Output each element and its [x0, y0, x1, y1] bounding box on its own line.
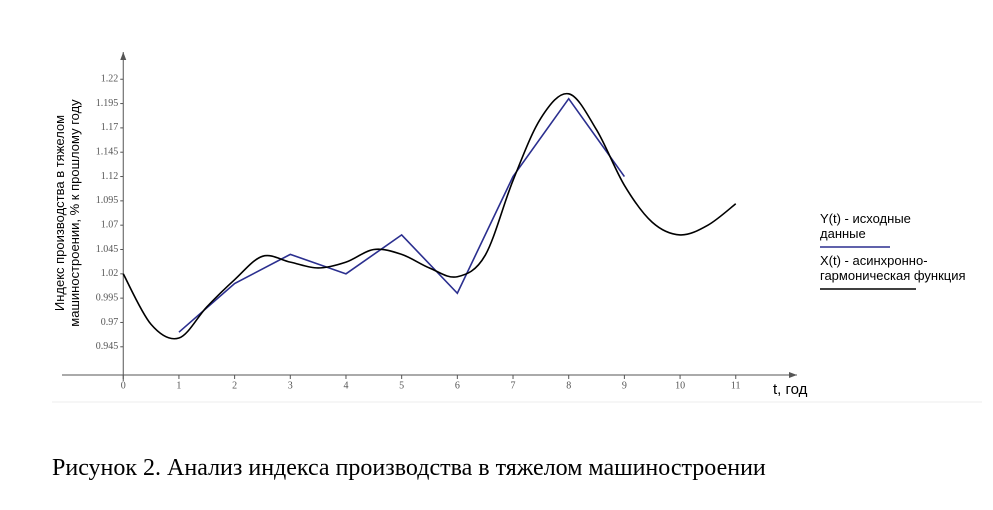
legend-label: X(t) - асинхронно-гармоническая функция	[820, 253, 966, 283]
x-tick-label: 4	[343, 380, 348, 391]
x-tick-label: 3	[288, 380, 293, 391]
x-tick-label: 5	[399, 380, 404, 391]
y-tick-label: 1.095	[96, 195, 119, 206]
y-tick-label: 0.995	[96, 292, 119, 303]
y-tick-label: 1.22	[101, 74, 119, 85]
caption: Рисунок 2. Анализ индекса производства в…	[52, 455, 766, 481]
series-line	[122, 92, 737, 340]
x-tick-label: 0	[121, 380, 126, 391]
y-tick-label: 1.07	[101, 219, 119, 230]
y-tick-label: 1.12	[101, 171, 119, 182]
x-tick-label: 6	[455, 380, 460, 391]
y-tick-label: 1.02	[101, 268, 119, 279]
x-tick-label: 8	[566, 380, 571, 391]
x-tick-label: 10	[675, 380, 685, 391]
x-tick-label: 7	[511, 380, 516, 391]
y-tick-label: 0.945	[96, 341, 119, 352]
x-tick-label: 9	[622, 380, 627, 391]
legend-label: Y(t) - исходные данные	[820, 211, 911, 241]
x-tick-label: 2	[232, 380, 237, 391]
y-tick-label: 0.97	[101, 317, 119, 328]
series-line	[178, 97, 626, 333]
y-axis-arrow	[120, 52, 127, 60]
y-tick-label: 1.045	[96, 244, 119, 255]
y-tick-label: 1.195	[96, 98, 119, 109]
x-axis-label: t, год	[773, 381, 808, 398]
y-tick-label: 1.17	[101, 122, 119, 133]
x-axis-arrow	[789, 372, 797, 378]
x-tick-label: 1	[176, 380, 181, 391]
y-axis-label: Индекс производства в тяжелом машиностро…	[52, 99, 82, 327]
x-tick-label: 11	[731, 380, 741, 391]
y-tick-label: 1.145	[96, 147, 119, 158]
